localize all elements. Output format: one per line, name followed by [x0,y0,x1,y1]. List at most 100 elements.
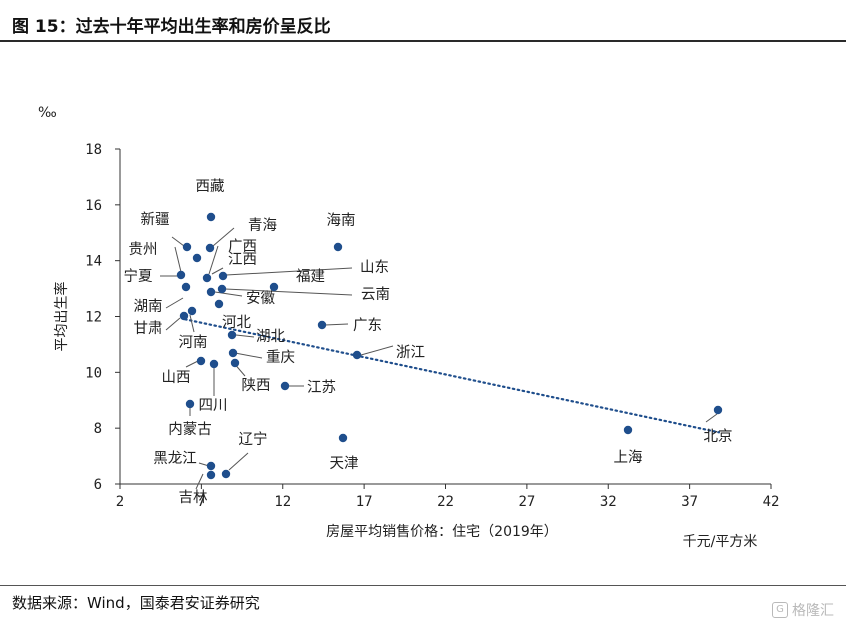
point-辽宁 [221,469,231,479]
point-贵州 [192,253,202,263]
x-tick-label: 22 [437,494,454,510]
figure-title: 图 15：过去十年平均出生率和房价呈反比 [12,17,331,37]
bottom-divider [0,585,846,586]
data-source: 数据来源：Wind，国泰君安证券研究 [12,594,260,612]
leader-甘肃 [165,317,181,331]
top-divider [0,40,846,42]
point-海南 [333,242,343,252]
label-广东: 广东 [353,317,382,334]
x-unit-label: 千元/平方米 [683,534,758,550]
x-tick-label: 12 [274,494,291,510]
leader-湖南 [165,297,184,309]
point-新疆 [182,242,192,252]
leader-lines [160,227,718,490]
leader-浙江 [360,345,394,356]
point-甘肃 [179,311,189,321]
label-新疆: 新疆 [141,211,170,228]
label-青海: 青海 [248,217,277,234]
label-河北: 河北 [222,314,251,331]
leader-山西 [185,360,199,368]
point-湖北 [228,348,238,358]
label-上海: 上海 [614,449,643,466]
point-安徽 [214,299,224,309]
leader-青海 [212,227,235,247]
leader-新疆 [171,236,185,247]
point-浙江 [352,350,362,360]
point-福建 [269,282,279,292]
leader-安徽 [214,291,243,297]
point-山西 [196,356,206,366]
label-湖南: 湖南 [134,298,163,315]
point-黑龙江 [206,461,216,471]
watermark-logo-icon: G [772,602,788,618]
label-云南: 云南 [361,286,390,303]
label-山西: 山西 [162,369,191,386]
point-云南 [206,287,216,297]
leader-广西 [208,245,219,275]
label-浙江: 浙江 [396,344,425,361]
point-广西 [202,273,212,283]
report-header: 图 15：过去十年平均出生率和房价呈反比 [0,0,846,42]
point-北京 [713,405,723,415]
label-贵州: 贵州 [129,241,158,258]
y-tick-label: 10 [85,365,102,381]
point-西藏 [206,212,216,222]
leader-重庆 [234,352,263,359]
label-吉林: 吉林 [179,489,208,506]
point-四川 [185,399,195,409]
x-tick-label: 42 [763,494,780,510]
label-黑龙江: 黑龙江 [153,450,197,467]
x-tick-label: 27 [518,494,535,510]
label-重庆: 重庆 [266,349,295,366]
trendline [184,318,721,434]
x-axis-title: 房屋平均销售价格：住宅（2019年） [326,524,558,540]
x-tick-label: 7 [197,494,205,510]
point-重庆 [230,358,240,368]
point-青海 [205,243,215,253]
label-湖北: 湖北 [256,328,285,345]
y-unit-label: ‰ [38,105,57,121]
x-tick-label: 37 [681,494,698,510]
leader-河南 [189,314,195,333]
leader-辽宁 [228,452,249,471]
x-tick-label: 17 [356,494,373,510]
leader-北京 [705,413,718,423]
point-宁夏 [176,270,186,280]
point-陕西 [209,359,219,369]
label-山东: 山东 [360,259,389,276]
y-tick-label: 16 [85,198,102,214]
label-陕西: 陕西 [242,377,271,394]
point-江西 [218,271,228,281]
leader-吉林 [195,473,204,490]
y-tick-label: 8 [94,421,102,437]
label-宁夏: 宁夏 [124,268,153,285]
label-甘肃: 甘肃 [134,320,163,337]
label-四川: 四川 [199,398,228,414]
y-axis-title: 平均出生率 [53,282,70,352]
y-tick-label: 6 [94,477,102,493]
x-tick-label: 32 [600,494,617,510]
watermark-text: 格隆汇 [792,603,834,619]
leader-广东 [324,323,349,326]
point-山东 [217,284,227,294]
label-江苏: 江苏 [307,379,336,396]
point-吉林 [206,470,216,480]
label-江西: 江西 [228,251,257,268]
point-河南 [187,306,197,316]
leader-山东 [225,267,353,276]
data-points [176,212,723,480]
label-天津: 天津 [330,455,359,472]
point-天津 [338,433,348,443]
label-河南: 河南 [179,334,208,351]
x-tick-label: 2 [116,494,124,510]
watermark: G 格隆汇 [772,600,834,620]
point-广东 [317,320,327,330]
y-tick-label: 18 [85,142,102,158]
label-内蒙古: 内蒙古 [168,421,212,438]
label-西藏: 西藏 [196,178,225,195]
y-tick-label: 12 [85,310,102,326]
leader-云南 [224,288,353,296]
